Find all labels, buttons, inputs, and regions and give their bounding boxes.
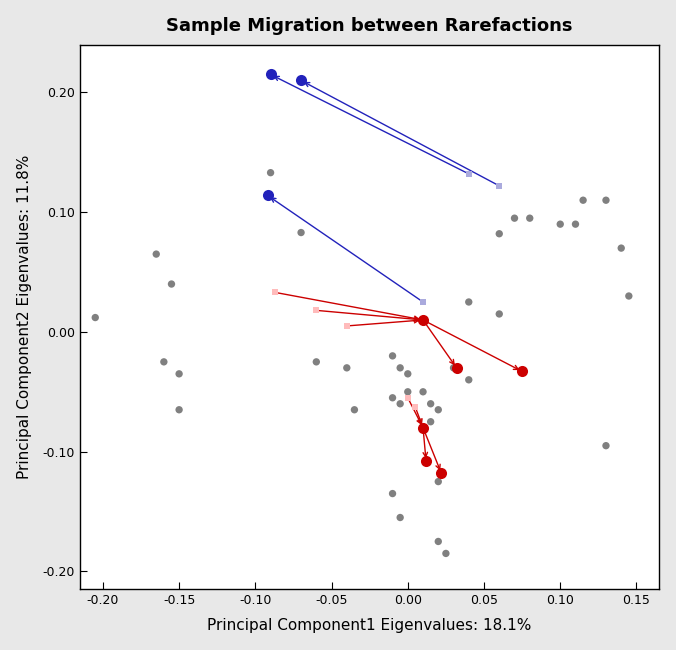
Point (265, 168, 276, 178)
Point (151, 249, 162, 259)
Point (425, 417, 436, 427)
Point (174, 369, 185, 379)
Point (387, 393, 398, 403)
Point (494, 309, 505, 319)
Point (441, 548, 452, 558)
Point (600, 441, 611, 451)
Point (418, 387, 429, 397)
Point (425, 398, 436, 409)
Point (158, 357, 169, 367)
Y-axis label: Principal Component2 Eigenvalues: 11.8%: Principal Component2 Eigenvalues: 11.8% (17, 155, 32, 479)
Point (463, 374, 474, 385)
Point (433, 476, 443, 487)
Point (525, 213, 535, 224)
Point (387, 350, 398, 361)
Point (311, 357, 322, 367)
Point (463, 297, 474, 307)
Point (349, 404, 360, 415)
Point (387, 488, 398, 499)
Point (555, 219, 566, 229)
X-axis label: Principal Component1 Eigenvalues: 18.1%: Principal Component1 Eigenvalues: 18.1% (208, 618, 532, 633)
Point (600, 195, 611, 205)
Point (494, 229, 505, 239)
Title: Sample Migration between Rarefactions: Sample Migration between Rarefactions (166, 17, 573, 34)
Point (90, 313, 101, 323)
Point (395, 398, 406, 409)
Point (395, 512, 406, 523)
Point (395, 363, 406, 373)
Point (570, 219, 581, 229)
Point (433, 404, 443, 415)
Point (166, 279, 177, 289)
Point (578, 195, 589, 205)
Point (448, 363, 459, 373)
Point (174, 404, 185, 415)
Point (509, 213, 520, 224)
Point (433, 536, 443, 547)
Point (341, 363, 352, 373)
Point (402, 387, 413, 397)
Point (623, 291, 634, 301)
Point (402, 369, 413, 379)
Point (295, 227, 306, 238)
Point (616, 243, 627, 254)
